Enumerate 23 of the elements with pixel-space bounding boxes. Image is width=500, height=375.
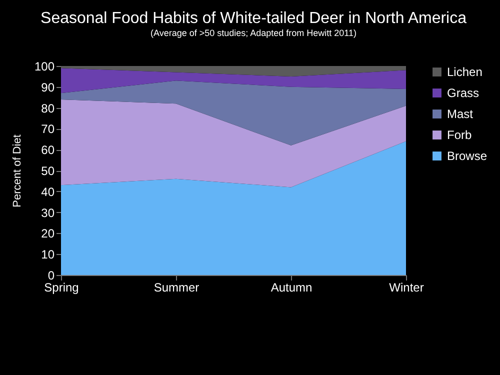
x-tick-label: Winter xyxy=(389,280,424,294)
legend-label: Forb xyxy=(447,128,472,142)
legend-label: Lichen xyxy=(447,65,482,79)
x-tick-label: Summer xyxy=(154,280,200,294)
x-tick-label: Spring xyxy=(44,280,79,294)
legend-label: Browse xyxy=(447,149,488,163)
y-tick-label: 60 xyxy=(41,143,55,158)
y-tick-label: 100 xyxy=(34,60,55,74)
chart-subtitle: (Average of >50 studies; Adapted from Hewitt 2011) xyxy=(150,28,357,38)
y-tick-label: 90 xyxy=(41,80,55,94)
y-tick-label: 30 xyxy=(41,206,55,220)
y-tick-label: 80 xyxy=(41,101,55,116)
y-tick-label: 70 xyxy=(41,122,55,136)
y-tick-label: 10 xyxy=(41,248,55,262)
y-tick-label: 0 xyxy=(48,268,55,282)
legend-label: Mast xyxy=(447,107,474,121)
chart-title: Seasonal Food Habits of White-tailed Deer in North America xyxy=(40,10,467,27)
y-tick-label: 20 xyxy=(41,226,55,241)
y-tick-label: 40 xyxy=(41,184,55,199)
y-tick-label: 50 xyxy=(41,164,55,178)
x-tick-label: Autumn xyxy=(270,280,312,294)
y-axis-title: Percent of Diet xyxy=(11,134,24,208)
legend-label: Grass xyxy=(447,86,480,100)
